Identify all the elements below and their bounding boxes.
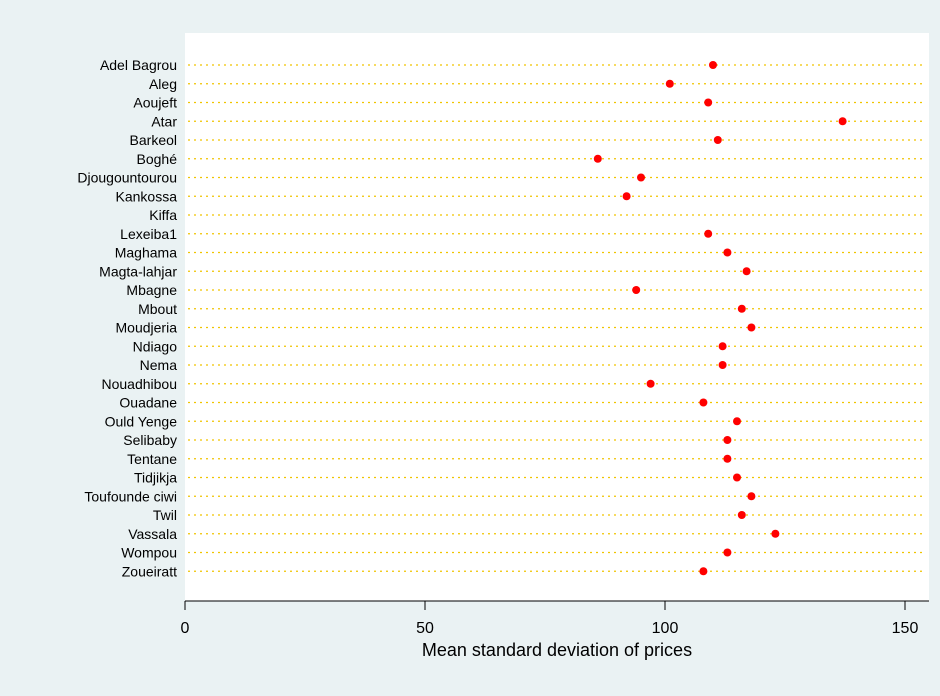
category-label: Aleg xyxy=(149,76,177,92)
data-point xyxy=(747,323,756,332)
data-point xyxy=(733,417,741,426)
data-point xyxy=(704,229,713,238)
data-point xyxy=(709,61,717,69)
category-label: Zoueiratt xyxy=(122,563,177,579)
data-point xyxy=(737,304,746,313)
data-point xyxy=(742,267,751,276)
data-point xyxy=(646,379,655,388)
category-label: Ouadane xyxy=(119,395,177,411)
x-tick-label: 50 xyxy=(416,620,434,637)
category-label: Aoujeft xyxy=(133,95,177,111)
category-label: Djougountourou xyxy=(77,170,177,186)
category-label: Tidjikja xyxy=(134,470,177,486)
data-point xyxy=(733,473,741,482)
category-label: Maghama xyxy=(115,245,177,261)
data-point xyxy=(699,567,708,576)
x-axis-title: Mean standard deviation of prices xyxy=(422,640,692,660)
x-tick-label: 150 xyxy=(892,620,919,637)
data-point xyxy=(723,454,732,463)
data-point xyxy=(665,79,674,88)
category-label: Boghé xyxy=(137,151,178,167)
category-label: Magta-lahjar xyxy=(99,263,177,279)
data-point xyxy=(622,192,631,201)
data-point xyxy=(718,342,727,351)
category-label: Kankossa xyxy=(116,188,178,204)
category-label: Wompou xyxy=(121,545,177,561)
category-label: Twil xyxy=(153,507,177,523)
data-point xyxy=(737,511,746,519)
category-label: Nema xyxy=(140,357,178,373)
data-point xyxy=(718,361,727,369)
category-label: Selibaby xyxy=(123,432,177,448)
data-point xyxy=(723,548,732,557)
category-label: Nouadhibou xyxy=(101,376,177,392)
category-label: Vassala xyxy=(128,526,177,542)
category-label: Kiffa xyxy=(149,207,177,223)
data-point xyxy=(637,173,645,182)
category-label: Mbagne xyxy=(126,282,177,298)
data-point xyxy=(747,492,756,501)
category-label: Moudjeria xyxy=(116,320,178,336)
x-tick-label: 100 xyxy=(652,620,679,637)
data-point xyxy=(838,117,847,126)
category-label: Mbout xyxy=(138,301,177,317)
category-label: Ould Yenge xyxy=(105,413,178,429)
category-label: Adel Bagrou xyxy=(100,57,177,73)
data-point xyxy=(713,136,722,144)
data-point xyxy=(771,529,780,538)
x-tick-label: 0 xyxy=(181,620,190,637)
category-label: Atar xyxy=(151,113,177,129)
category-label: Toufounde ciwi xyxy=(84,488,177,504)
data-point xyxy=(723,436,732,444)
data-point xyxy=(593,154,602,163)
data-point xyxy=(632,286,641,294)
data-point xyxy=(723,248,732,257)
plot-area xyxy=(185,33,929,601)
category-label: Tentane xyxy=(127,451,177,467)
data-point xyxy=(704,98,713,107)
category-label: Lexeiba1 xyxy=(120,226,177,242)
category-label: Barkeol xyxy=(130,132,177,148)
data-point xyxy=(699,398,708,407)
category-label: Ndiago xyxy=(133,338,178,354)
